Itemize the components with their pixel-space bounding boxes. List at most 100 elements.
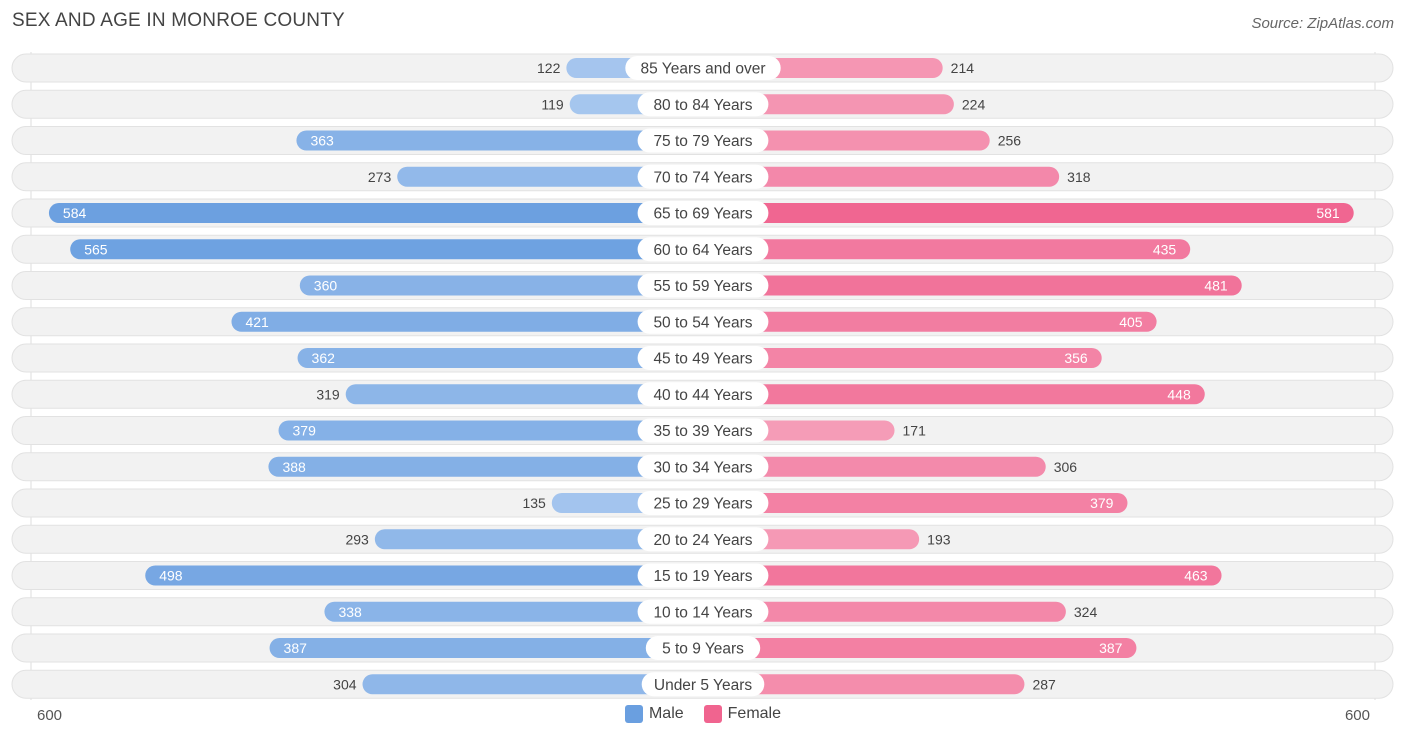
category-label: 65 to 69 Years <box>653 206 752 223</box>
category-label-pill <box>637 454 769 479</box>
source-label: Source: ZipAtlas.com <box>1251 15 1394 32</box>
female-value-label: 214 <box>951 60 975 76</box>
female-bar <box>703 203 1354 223</box>
male-bar <box>374 529 703 550</box>
legend-item-female[interactable]: Female <box>703 705 782 723</box>
male-bar <box>345 384 703 405</box>
category-label-pill <box>641 672 765 697</box>
category-label-pill <box>637 201 769 225</box>
category-label: 55 to 59 Years <box>653 278 752 295</box>
male-value-label: 122 <box>537 60 561 76</box>
female-bar <box>703 638 1137 658</box>
category-label: 20 to 24 Years <box>653 532 752 549</box>
female-value-label: 405 <box>1119 314 1143 330</box>
chart-row: 319 448 40 to 44 Years <box>11 379 1394 409</box>
female-value-label: 318 <box>1067 169 1091 185</box>
male-value-label: 338 <box>338 604 362 620</box>
category-label-pill <box>637 237 769 262</box>
chart-row: 273 318 70 to 74 Years <box>11 162 1394 192</box>
male-bar <box>324 601 703 622</box>
female-value-label: 256 <box>998 133 1022 149</box>
axis-left-max-label: 600 <box>37 707 63 724</box>
category-label-pill <box>637 491 769 515</box>
chart-row: 293 193 20 to 24 Years <box>11 524 1394 554</box>
category-label: 75 to 79 Years <box>653 133 752 150</box>
male-swatch <box>624 705 643 723</box>
female-value-label: 287 <box>1032 676 1056 692</box>
category-label: 80 to 84 Years <box>653 97 752 114</box>
category-label: 70 to 74 Years <box>653 169 752 186</box>
category-label-pill <box>637 599 769 624</box>
female-value-label: 193 <box>927 531 951 547</box>
male-value-label: 135 <box>522 495 546 511</box>
female-bar <box>703 275 1242 296</box>
chart-row: 498 463 15 to 19 Years <box>11 561 1394 590</box>
male-value-label: 379 <box>293 423 317 439</box>
legend-female-label: Female <box>727 705 782 722</box>
category-label: 40 to 44 Years <box>653 387 752 404</box>
chart-row: 119 224 80 to 84 Years <box>11 89 1394 119</box>
chart-row: 362 356 45 to 49 Years <box>11 343 1394 373</box>
chart-row: 360 481 55 to 59 Years <box>11 271 1394 300</box>
male-value-label: 293 <box>345 531 369 547</box>
male-value-label: 362 <box>312 350 336 366</box>
category-label: 60 to 64 Years <box>653 242 752 259</box>
female-value-label: 324 <box>1074 604 1098 620</box>
male-value-label: 421 <box>245 314 269 330</box>
chart-row: 421 405 50 to 54 Years <box>11 307 1394 337</box>
female-value-label: 306 <box>1054 459 1078 475</box>
male-value-label: 360 <box>314 278 338 294</box>
chart-row: 338 324 10 to 14 Years <box>11 597 1394 627</box>
legend-male-label: Male <box>648 705 684 722</box>
male-value-label: 388 <box>282 459 306 475</box>
chart-row: 388 306 30 to 34 Years <box>11 452 1394 482</box>
male-bar <box>268 456 703 477</box>
female-bar <box>703 348 1102 368</box>
category-label: 35 to 39 Years <box>653 423 752 440</box>
female-value-label: 435 <box>1153 241 1177 257</box>
category-label: 10 to 14 Years <box>653 604 752 621</box>
female-swatch <box>703 705 722 723</box>
category-label: 85 Years and over <box>641 61 766 78</box>
female-bar <box>703 239 1191 260</box>
male-bar <box>299 275 703 296</box>
male-bar <box>231 311 704 332</box>
male-value-label: 363 <box>310 133 334 149</box>
male-value-label: 273 <box>368 169 392 185</box>
male-bar <box>48 203 704 223</box>
category-label-pill <box>645 636 761 660</box>
male-bar <box>296 130 703 151</box>
male-value-label: 304 <box>333 676 357 692</box>
chart-row: 135 379 25 to 29 Years <box>11 488 1394 518</box>
legend-item-male[interactable]: Male <box>624 705 684 723</box>
female-value-label: 379 <box>1090 495 1114 511</box>
chart-row: 122 214 85 Years and over <box>11 53 1394 83</box>
male-value-label: 584 <box>63 205 87 221</box>
female-value-label: 448 <box>1167 386 1191 402</box>
category-label-pill <box>637 346 769 370</box>
female-value-label: 581 <box>1316 205 1340 221</box>
male-bar <box>70 239 703 260</box>
category-label-pill <box>637 418 769 443</box>
chart-row: 363 256 75 to 79 Years <box>11 126 1394 155</box>
category-label-pill <box>637 563 769 588</box>
population-pyramid-chart: 122 214 85 Years and over 119 224 80 to 84 Ye… <box>11 52 1394 700</box>
category-label: 45 to 49 Years <box>653 351 752 368</box>
category-label: 15 to 19 Years <box>653 568 752 585</box>
male-value-label: 498 <box>159 568 183 584</box>
chart-row: 565 435 60 to 64 Years <box>11 234 1394 264</box>
axis-right-max-label: 600 <box>1344 707 1370 724</box>
female-bar <box>703 384 1205 405</box>
category-label-pill <box>637 273 769 298</box>
category-label-pill <box>625 56 781 80</box>
legend: Male Female <box>0 705 1406 723</box>
category-label-pill <box>637 164 769 189</box>
male-bar <box>278 420 703 441</box>
female-bar <box>703 674 1025 695</box>
male-value-label: 387 <box>284 640 308 656</box>
female-bar <box>703 601 1066 622</box>
category-label: Under 5 Years <box>654 677 752 694</box>
chart-row: 379 171 35 to 39 Years <box>11 416 1394 445</box>
category-label: 25 to 29 Years <box>653 496 752 513</box>
category-label-pill <box>637 128 769 153</box>
